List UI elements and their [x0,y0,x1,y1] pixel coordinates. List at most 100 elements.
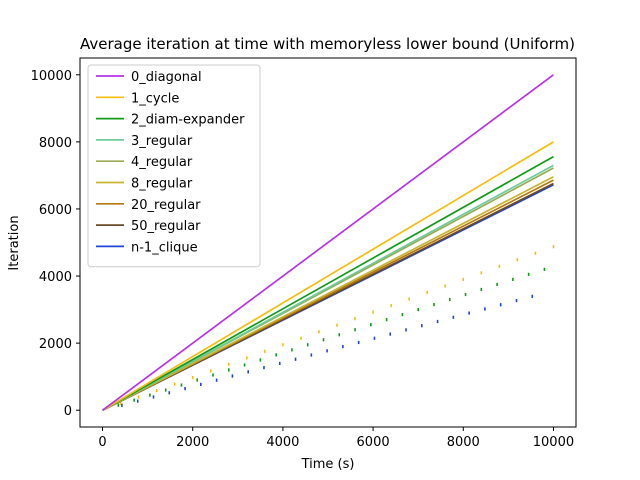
lower-bound-point [278,361,281,366]
lower-bound-point [282,343,284,347]
legend-item-1_cycle: 1_cycle [96,91,179,106]
lower-bound-point [433,302,435,307]
lower-bound-point [436,319,439,324]
lower-bound-point [452,315,455,319]
lower-bound-point [389,332,392,336]
lower-bound-point [149,393,151,397]
lower-bound-point [336,323,338,327]
lower-bound-point [259,358,262,362]
lower-bound-point [152,395,155,399]
lower-bound-point [306,343,309,347]
lower-bound-point [354,317,356,321]
y-axis-label: Iteration [7,215,22,270]
lower-bound-point [117,403,120,407]
legend-label: 8_regular [131,177,193,192]
legend-label: 20_regular [131,198,201,213]
lower-bound-point [294,357,297,361]
lower-bound-point [247,370,249,374]
lower-bound-point [370,323,372,327]
y-tick-label: 6000 [39,203,72,218]
lower-bound-point [231,374,234,378]
lower-bound-point [354,328,356,332]
lower-bound-point [326,349,328,353]
lower-bound-point [426,290,428,295]
lower-bound-point [417,307,419,312]
legend-item-3_regular: 3_regular [96,134,193,149]
lower-bound-point [263,366,265,370]
lower-bound-point [372,310,374,314]
lower-bound-point [408,297,410,301]
legend-item-2_diam-expander: 2_diam-expander [96,113,245,128]
lower-bound-point [310,353,313,357]
plot-frame [79,57,577,428]
lower-bound-point [275,353,277,357]
y-tick-label: 4000 [39,270,72,285]
lower-bound-point [168,391,171,395]
x-tick-label: 2000 [176,435,209,450]
lower-bound-point [246,356,248,360]
lower-bound-point [318,330,320,334]
lower-bound-point [228,368,230,372]
lower-bound-series-0 [119,245,555,406]
lower-bound-point [136,399,139,403]
legend-label: 0_diagonal [131,70,202,85]
lower-bound-point [448,297,451,302]
lower-bound-point [264,349,266,353]
x-tick-label: 8000 [447,435,480,450]
series-line-3_regular [102,164,554,411]
lower-bound-point [342,345,344,349]
lower-bound-point [468,311,470,315]
lower-bound-point [498,264,501,268]
lower-bound-point [484,307,486,311]
x-tick-label: 4000 [266,435,299,450]
lower-bound-series-2 [121,294,534,407]
lower-bound-point [119,402,122,406]
series-line-8_regular [102,175,554,411]
legend-label: 1_cycle [131,91,179,106]
lower-bound-point [322,338,325,342]
lower-bound-point [184,386,186,391]
series-line-2_diam-expander [102,155,554,411]
legend-label: 50_regular [131,219,201,234]
y-tick-label: 10000 [31,69,72,84]
legend-item-50_regular: 50_regular [96,219,201,234]
lower-bound-point [420,324,423,328]
lower-bound-point [243,363,246,367]
lower-bound-point [480,271,483,275]
lower-bound-point [515,298,518,303]
lower-bound-point [516,258,519,262]
lower-bound-point [173,382,176,386]
legend-item-4_regular: 4_regular [96,155,193,170]
lower-bound-point [531,294,534,298]
lower-bound-point [534,251,537,255]
lower-bound-point [180,383,183,387]
lower-bound-point [137,395,140,399]
legend-label: 2_diam-expander [131,113,245,128]
lower-bound-point [373,336,376,340]
lower-bound-point [480,287,483,292]
lower-bound-point [164,388,167,392]
x-tick-label: 6000 [357,435,390,450]
lower-bound-point [552,245,555,249]
lower-bound-point [462,277,465,281]
legend-item-n-1_clique: n-1_clique [96,240,198,255]
lower-bound-point [543,267,546,271]
lower-bound-point [338,333,341,337]
lower-bound-point [191,375,194,380]
lower-bound-series-1 [117,267,546,407]
series-line-0_diagonal [102,74,554,411]
legend-box [87,64,261,268]
plot-area [79,57,577,428]
legend-item-8_regular: 8_regular [96,177,193,192]
y-tick-label: 2000 [39,337,72,352]
lower-bound-point [196,378,199,382]
lower-bound-point [357,340,360,345]
lower-bound-point [512,277,514,281]
y-tick-label: 8000 [39,136,72,151]
lower-bound-point [300,336,302,340]
legend-label: 4_regular [131,155,193,170]
lower-bound-point [133,398,135,402]
lower-bound-point [401,313,404,317]
chart-title: Average iteration at time with memoryles… [80,35,499,53]
